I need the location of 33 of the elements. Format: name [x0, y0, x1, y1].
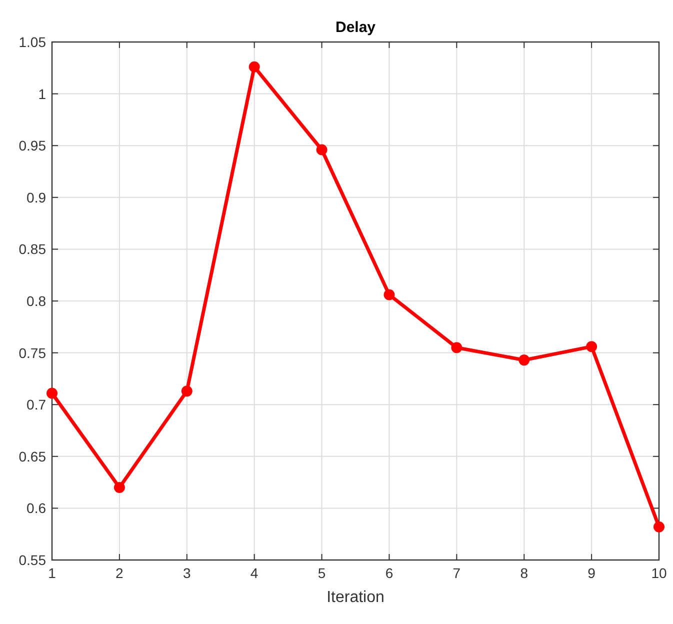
- y-tick-label: 0.85: [18, 241, 46, 258]
- point: [181, 386, 192, 397]
- x-tick-label: 7: [452, 565, 461, 581]
- y-tick-label: 0.75: [18, 344, 46, 361]
- y-tick-label: 0.9: [26, 189, 46, 206]
- point: [451, 342, 462, 354]
- x-tick-label: 3: [182, 565, 191, 581]
- x-tick-label: 5: [318, 565, 326, 581]
- point: [248, 61, 260, 72]
- point: [586, 341, 598, 352]
- y-tick-label: 0.55: [18, 552, 46, 568]
- point: [518, 354, 530, 366]
- point: [46, 388, 58, 399]
- point: [114, 482, 125, 493]
- point: [384, 289, 395, 300]
- chart-title: Delay: [335, 19, 376, 36]
- x-tick-label: 1: [48, 565, 56, 581]
- y-tick-label: 0.6: [26, 500, 46, 516]
- y-tick-label: 0.65: [18, 448, 46, 464]
- y-tick-label: 1: [38, 86, 46, 102]
- y-tick-label: 0.8: [26, 293, 46, 309]
- y-tick-label: 0.95: [18, 138, 46, 154]
- x-tick-label: 9: [588, 565, 596, 581]
- point: [316, 144, 328, 156]
- x-axis-title: Iteration: [326, 589, 384, 606]
- point: [654, 521, 664, 532]
- x-tick-label: 4: [250, 565, 258, 581]
- y-tick-label: 0.7: [26, 396, 46, 413]
- x-tick-label: 8: [520, 565, 528, 581]
- x-tick-label: 10: [651, 565, 667, 581]
- x-tick-label: 2: [116, 565, 124, 581]
- y-tick-label: 1.05: [18, 34, 46, 50]
- x-tick-label: 6: [385, 565, 394, 581]
